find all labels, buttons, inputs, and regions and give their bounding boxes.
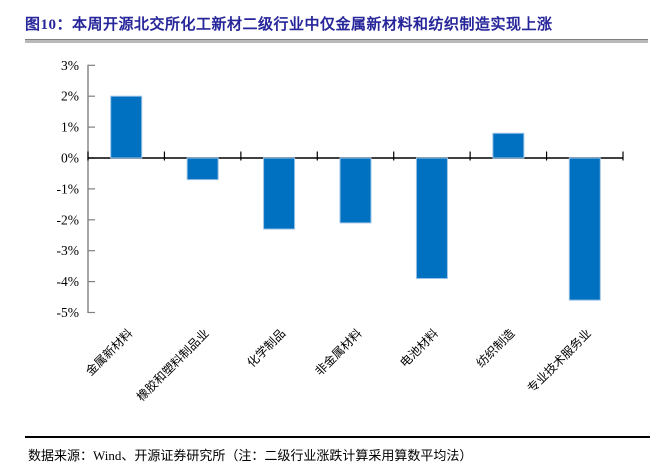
- bar: [263, 157, 296, 230]
- y-axis-tick-label: 2%: [61, 89, 79, 104]
- y-axis-tick-label: -4%: [57, 274, 80, 289]
- figure-title: 图10：本周开源北交所化工新材二级行业中仅金属新材料和纺织制造实现上涨: [25, 17, 553, 33]
- y-axis-tick-label: 0%: [61, 151, 79, 166]
- category-label: 化学制品: [244, 326, 289, 371]
- category-label: 橡胶和塑料制品业: [133, 326, 211, 404]
- y-axis-tick-label: 1%: [61, 120, 79, 135]
- category-label: 专业技术服务业: [524, 326, 594, 396]
- bar: [110, 95, 143, 159]
- bar: [339, 157, 372, 224]
- category-label: 金属新材料: [82, 326, 135, 379]
- bar: [492, 132, 525, 159]
- y-axis-tick-label: -3%: [57, 243, 80, 258]
- bar: [186, 157, 219, 181]
- bar: [415, 157, 448, 280]
- category-label: 纺织制造: [474, 326, 518, 370]
- y-axis-tick-label: -5%: [57, 305, 80, 320]
- bar: [568, 157, 601, 301]
- y-axis-tick-label: 3%: [61, 58, 79, 73]
- footer-divider-line: [25, 436, 650, 438]
- category-label: 电池材料: [397, 326, 441, 370]
- data-source-note: 数据来源：Wind、开源证券研究所（注：二级行业涨跌计算采用算数平均法）: [28, 448, 473, 463]
- y-axis-tick-label: -2%: [57, 212, 80, 227]
- title-divider-line: [25, 39, 648, 43]
- y-axis-tick-label: -1%: [57, 181, 80, 196]
- category-label: 非金属材料: [312, 326, 365, 379]
